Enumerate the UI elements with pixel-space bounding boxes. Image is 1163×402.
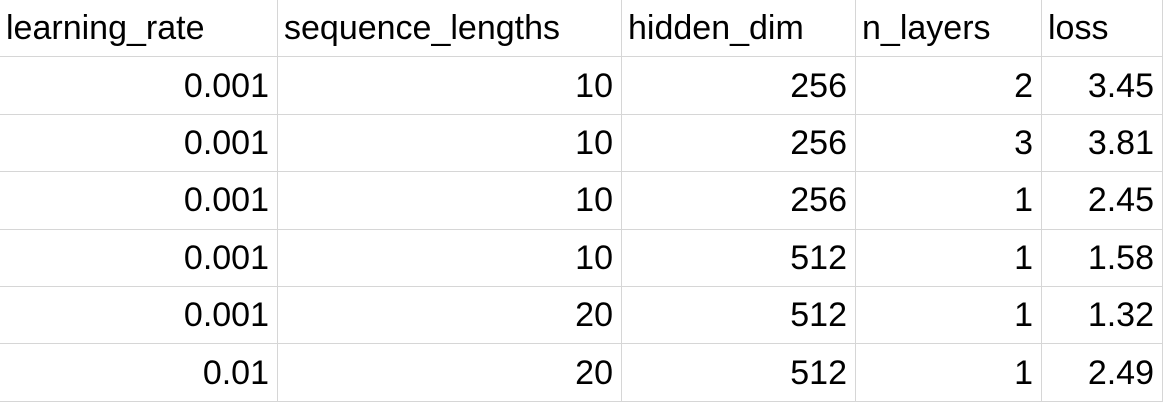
table-cell[interactable]: 20 [278,286,622,345]
table-cell[interactable]: 1.32 [1042,286,1163,345]
column-header-n-layers[interactable]: n_layers [856,0,1042,58]
table-cell[interactable]: 512 [622,286,856,345]
table-cell[interactable]: 10 [278,57,622,115]
table-cell[interactable]: 256 [622,114,856,173]
table-cell[interactable]: 1 [856,172,1042,230]
table-cell[interactable]: 0.001 [0,286,278,345]
table-cell[interactable]: 2.49 [1042,344,1163,402]
table-cell[interactable]: 256 [622,172,856,230]
table-cell[interactable]: 0.001 [0,57,278,115]
table-cell[interactable]: 2.45 [1042,172,1163,230]
table-cell[interactable]: 0.001 [0,172,278,230]
table-cell[interactable]: 3.81 [1042,114,1163,173]
table-cell[interactable]: 20 [278,344,622,402]
column-header-learning-rate[interactable]: learning_rate [0,0,278,58]
table-cell[interactable]: 3.45 [1042,57,1163,115]
column-header-sequence-lengths[interactable]: sequence_lengths [278,0,622,58]
table-cell[interactable]: 1.58 [1042,229,1163,287]
column-header-hidden-dim[interactable]: hidden_dim [622,0,856,58]
table-cell[interactable]: 512 [622,344,856,402]
table-cell[interactable]: 1 [856,286,1042,345]
table-cell[interactable]: 10 [278,229,622,287]
column-header-loss[interactable]: loss [1042,0,1163,58]
table-cell[interactable]: 1 [856,229,1042,287]
table-cell[interactable]: 10 [278,172,622,230]
table-cell[interactable]: 3 [856,114,1042,173]
table-cell[interactable]: 2 [856,57,1042,115]
table-cell[interactable]: 512 [622,229,856,287]
table-cell[interactable]: 0.01 [0,344,278,402]
table-cell[interactable]: 256 [622,57,856,115]
table-cell[interactable]: 0.001 [0,229,278,287]
table-cell[interactable]: 1 [856,344,1042,402]
table-cell[interactable]: 10 [278,114,622,173]
table-cell[interactable]: 0.001 [0,114,278,173]
